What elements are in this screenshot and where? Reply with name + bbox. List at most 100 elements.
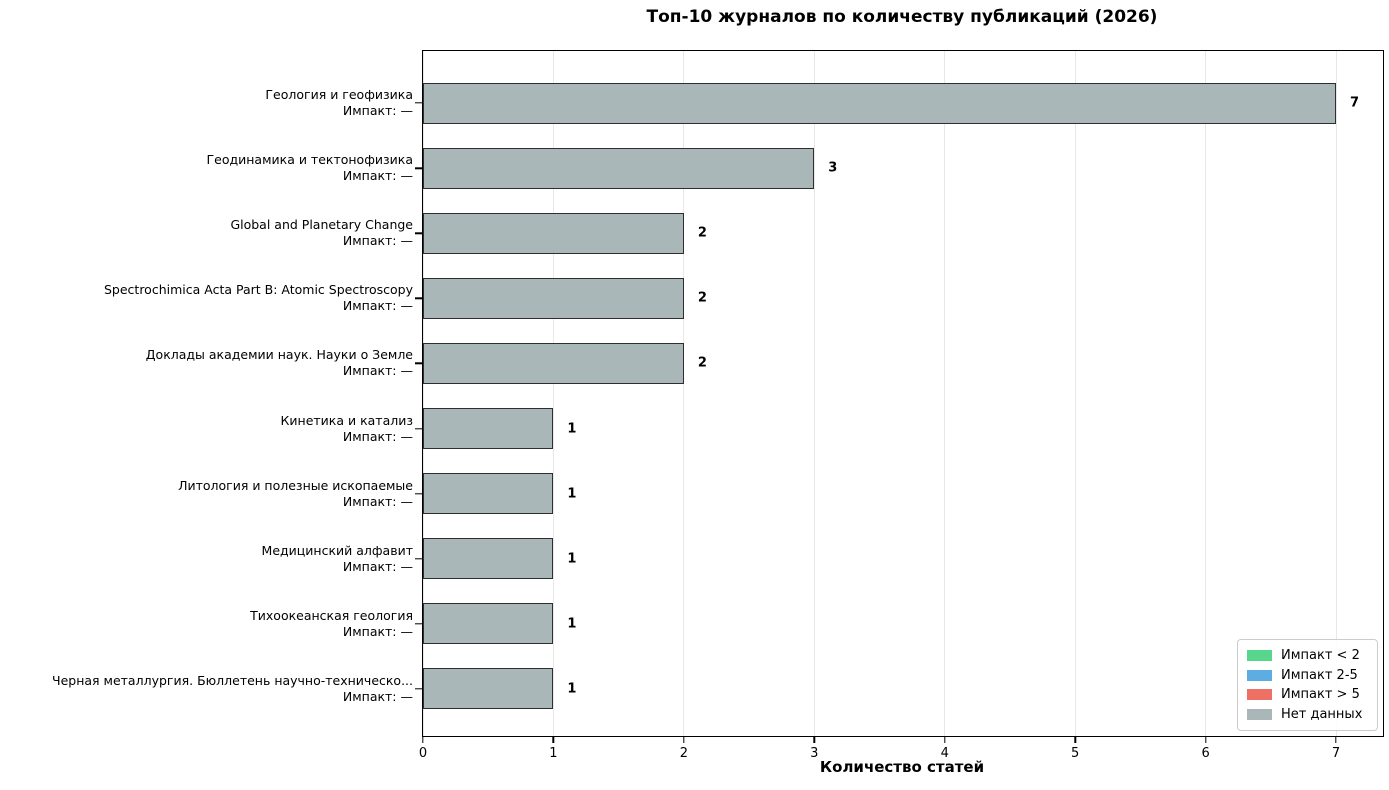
legend-entry-1: Импакт < 2 bbox=[1247, 646, 1369, 666]
x-tick-label: 6 bbox=[1201, 746, 1210, 761]
bar-value-label: 1 bbox=[567, 551, 577, 567]
y-tick-label: Литология и полезные ископаемые Импакт: — bbox=[1, 478, 413, 510]
y-tick-mark bbox=[415, 492, 423, 495]
y-tick-label: Global and Planetary Change Импакт: — bbox=[1, 217, 413, 249]
legend-entry-2: Импакт 2-5 bbox=[1247, 666, 1369, 686]
impact-note: Импакт: — bbox=[342, 623, 413, 639]
x-tick-mark bbox=[552, 736, 555, 743]
plot-area: 0 1 2 3 4 5 6 7 7 Геология и геофизика Импакт: —3 Г… bbox=[52, 50, 1384, 761]
y-tick-mark bbox=[415, 427, 423, 430]
journal-name: Тихоокеанская геология bbox=[250, 607, 413, 623]
legend-label: Импакт 2-5 bbox=[1281, 667, 1358, 683]
x-tick-mark bbox=[422, 736, 424, 743]
x-tick-mark bbox=[1335, 736, 1337, 743]
y-tick-label: Доклады академии наук. Науки о Земле Импа… bbox=[1, 347, 413, 379]
impact-note: Импакт: — bbox=[342, 168, 413, 184]
x-tick-label: 1 bbox=[549, 746, 558, 761]
y-tick-mark bbox=[415, 623, 423, 625]
legend-swatch bbox=[1247, 689, 1272, 701]
gridline-x0 bbox=[422, 51, 424, 736]
gridline-x4 bbox=[944, 51, 946, 736]
y-tick-mark bbox=[415, 688, 423, 690]
y-tick-mark bbox=[415, 167, 423, 169]
journal-name: Spectrochimica Acta Part B: Atomic Spect… bbox=[103, 282, 413, 298]
bar-value-label: 3 bbox=[828, 160, 838, 176]
gridline-x2 bbox=[683, 51, 685, 736]
bar-9 bbox=[423, 603, 554, 645]
x-tick-mark bbox=[1204, 736, 1207, 743]
journal-name: Global and Planetary Change bbox=[230, 217, 413, 233]
y-tick-label: Spectrochimica Acta Part B: Atomic Spect… bbox=[1, 282, 413, 314]
bar-value-label: 1 bbox=[567, 421, 577, 437]
journal-name: Медицинский алфавит bbox=[261, 542, 413, 558]
legend-label: Нет данных bbox=[1281, 706, 1363, 722]
x-tick-mark bbox=[683, 736, 685, 743]
y-tick-label: Тихоокеанская геология Импакт: — bbox=[1, 608, 413, 640]
impact-note: Импакт: — bbox=[342, 103, 413, 118]
bar-value-label: 1 bbox=[567, 681, 577, 697]
y-tick-mark bbox=[415, 362, 423, 365]
bar-2 bbox=[423, 147, 815, 189]
x-tick-mark bbox=[813, 736, 815, 743]
legend-entry-4: Нет данных bbox=[1247, 705, 1369, 725]
legend-swatch bbox=[1247, 708, 1272, 720]
impact-note: Импакт: — bbox=[342, 493, 413, 509]
x-tick-label: 4 bbox=[940, 746, 949, 761]
y-tick-mark bbox=[415, 232, 423, 234]
bar-value-label: 1 bbox=[567, 486, 577, 502]
bar-1 bbox=[423, 82, 1337, 124]
bar-value-label: 7 bbox=[1350, 95, 1360, 111]
gridline-x1 bbox=[552, 51, 554, 736]
legend: Импакт < 2 Импакт 2-5 Импакт > 5 Нет данных bbox=[1237, 639, 1378, 731]
bar-4 bbox=[423, 277, 684, 319]
impact-note: Импакт: — bbox=[342, 298, 413, 314]
y-tick-mark bbox=[415, 297, 423, 300]
bar-6 bbox=[423, 408, 554, 450]
x-tick-label: 0 bbox=[418, 746, 428, 761]
gridline-x3 bbox=[813, 51, 815, 736]
y-tick-label: Геология и геофизика Импакт: — bbox=[1, 87, 413, 119]
impact-note: Импакт: — bbox=[342, 428, 413, 444]
x-tick-mark bbox=[1074, 736, 1076, 743]
x-tick-label: 2 bbox=[679, 746, 688, 761]
impact-note: Импакт: — bbox=[342, 363, 413, 379]
journal-name: Доклады академии наук. Науки о Земле bbox=[145, 347, 413, 363]
bar-5 bbox=[423, 342, 684, 384]
x-axis-label: Количество статей bbox=[819, 758, 985, 776]
y-tick-mark bbox=[415, 102, 423, 104]
legend-entry-3: Импакт > 5 bbox=[1247, 685, 1369, 705]
bar-10 bbox=[423, 668, 554, 710]
impact-note: Импакт: — bbox=[342, 688, 413, 704]
y-tick-label: Медицинский алфавит Импакт: — bbox=[1, 543, 413, 575]
journal-name: Геодинамика и тектонофизика bbox=[206, 152, 413, 168]
bar-8 bbox=[423, 538, 554, 580]
journal-name: Черная металлургия. Бюллетень научно-тех… bbox=[52, 672, 413, 688]
y-tick-label: Черная металлургия. Бюллетень научно-тех… bbox=[1, 673, 413, 705]
bar-7 bbox=[423, 473, 554, 515]
y-tick-label: Геодинамика и тектонофизика Импакт: — bbox=[1, 152, 413, 184]
gridline-x5 bbox=[1074, 51, 1076, 736]
journal-name: Геология и геофизика bbox=[265, 87, 413, 102]
journal-name: Кинетика и катализ bbox=[280, 412, 413, 428]
legend-label: Импакт < 2 bbox=[1281, 648, 1360, 664]
x-tick-mark bbox=[944, 736, 946, 743]
legend-swatch bbox=[1247, 650, 1272, 662]
x-tick-label: 3 bbox=[810, 746, 819, 761]
legend-label: Импакт > 5 bbox=[1281, 687, 1360, 703]
bar-value-label: 2 bbox=[697, 290, 707, 306]
bar-value-label: 2 bbox=[697, 225, 707, 241]
legend-swatch bbox=[1247, 669, 1272, 681]
gridline-x6 bbox=[1205, 51, 1207, 736]
bar-3 bbox=[423, 212, 684, 254]
y-tick-label: Кинетика и катализ Импакт: — bbox=[1, 413, 413, 445]
x-tick-label: 5 bbox=[1071, 746, 1080, 761]
journal-name: Литология и полезные ископаемые bbox=[178, 477, 413, 493]
bar-value-label: 1 bbox=[567, 616, 577, 632]
x-tick-label: 7 bbox=[1331, 746, 1341, 761]
gridline-x7 bbox=[1335, 51, 1337, 736]
chart-title: Топ-10 журналов по количеству публикаций… bbox=[646, 7, 1158, 27]
impact-note: Импакт: — bbox=[342, 558, 413, 574]
bar-value-label: 2 bbox=[697, 355, 707, 371]
impact-note: Импакт: — bbox=[342, 233, 413, 249]
